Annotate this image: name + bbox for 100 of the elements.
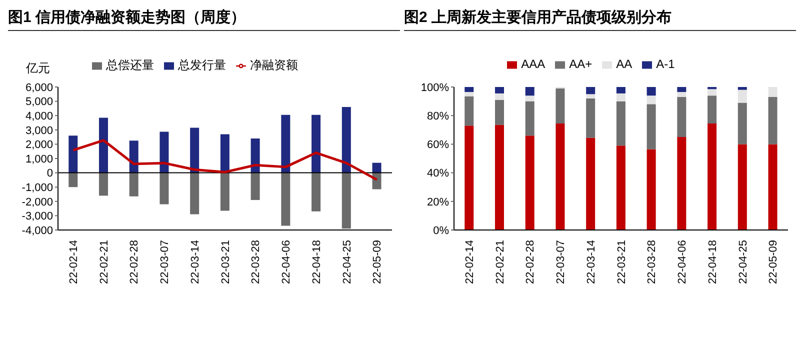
x-tick-label: 22-03-28: [646, 240, 658, 284]
legend-label: 总偿还量: [106, 58, 154, 72]
legend-label: AA+: [569, 57, 592, 71]
bar: [464, 92, 474, 96]
bar: [494, 100, 504, 125]
bar: [677, 137, 686, 230]
y-tick-label: 60%: [426, 139, 450, 152]
x-tick-label: 22-03-14: [189, 240, 202, 284]
bar: [160, 132, 169, 173]
x-tick-label: 22-02-21: [98, 240, 110, 284]
bar: [98, 118, 108, 173]
bar: [768, 97, 778, 144]
bar: [464, 126, 474, 230]
bar: [677, 92, 686, 98]
bar: [160, 172, 169, 204]
bar: [342, 107, 351, 173]
bar: [556, 88, 565, 124]
bar: [738, 87, 747, 90]
bar: [464, 87, 474, 92]
y-tick-label: 3,000: [25, 124, 53, 137]
x-tick-label: 22-03-07: [159, 240, 172, 284]
bar: [768, 144, 778, 230]
bar: [677, 87, 686, 92]
bar: [646, 149, 656, 230]
x-tick-label: 22-02-21: [494, 240, 506, 284]
y-tick-label: 40%: [426, 168, 450, 180]
bar: [616, 146, 626, 230]
x-tick-label: 22-04-06: [676, 240, 689, 284]
legend-label: A-1: [656, 57, 675, 71]
y-tick-label: 0%: [433, 224, 450, 237]
y-tick-label: 20%: [426, 196, 450, 208]
legend-label: 总发行量: [178, 58, 226, 72]
bar: [738, 102, 747, 144]
bar: [586, 138, 596, 230]
bar: [220, 172, 230, 211]
x-tick-label: 22-04-25: [341, 240, 354, 284]
y-tick-label: -1,000: [22, 182, 53, 194]
x-tick-label: 22-03-21: [220, 240, 232, 284]
bar: [250, 172, 260, 200]
y-tick-label: 2,000: [25, 139, 53, 152]
y-tick-label: 80%: [426, 110, 450, 123]
bar: [708, 96, 717, 124]
x-tick-label: 22-02-28: [524, 240, 537, 284]
x-tick-label: 22-02-14: [464, 240, 476, 284]
x-tick-label: 22-04-25: [737, 240, 750, 284]
bar: [586, 98, 596, 138]
bar: [281, 114, 290, 173]
x-tick-label: 22-04-06: [280, 240, 293, 284]
bar: [129, 172, 138, 196]
legend-label: AAA: [521, 57, 546, 71]
bar: [98, 172, 108, 196]
x-tick-label: 22-05-09: [768, 240, 780, 284]
bar: [464, 96, 474, 126]
y-tick-label: -2,000: [22, 196, 53, 208]
bar: [312, 114, 321, 173]
bar: [586, 94, 596, 98]
bar: [646, 87, 656, 96]
bar: [494, 87, 504, 94]
x-tick-label: 22-04-18: [310, 240, 323, 284]
y-axis-title: 亿元: [26, 60, 50, 77]
x-tick-label: 22-03-14: [585, 240, 598, 284]
bar: [494, 93, 504, 100]
bar: [556, 123, 565, 230]
bar: [68, 136, 78, 173]
chart-title: 图2 上周新发主要信用产品债项级别分布: [404, 8, 796, 31]
bar: [616, 101, 626, 146]
bar: [525, 136, 534, 230]
bar: [220, 134, 230, 173]
y-tick-label: 0: [46, 168, 53, 180]
chart-title: 图1 信用债净融资额走势图（周度）: [8, 8, 400, 31]
bar: [190, 172, 200, 214]
y-tick-label: 4,000: [25, 110, 53, 123]
x-tick-label: 22-04-18: [706, 240, 719, 284]
legend-label: 净融资额: [250, 58, 298, 72]
x-tick-label: 22-03-21: [616, 240, 628, 284]
bar: [525, 96, 534, 102]
bar: [708, 89, 717, 96]
bar: [372, 162, 382, 173]
legend-label: AA: [616, 57, 632, 71]
x-tick-label: 22-03-28: [250, 240, 262, 284]
bar: [129, 140, 138, 173]
bar: [677, 97, 686, 138]
y-tick-label: 100%: [420, 82, 450, 94]
bar: [68, 172, 78, 188]
y-tick-label: 5,000: [25, 96, 53, 108]
bar: [586, 87, 596, 94]
line-series: [72, 139, 378, 181]
bar: [281, 172, 290, 226]
bar: [250, 138, 260, 173]
bar: [708, 123, 717, 230]
bar: [616, 93, 626, 102]
x-tick-label: 22-02-28: [128, 240, 141, 284]
bar: [616, 87, 626, 94]
bar: [525, 101, 534, 136]
x-tick-label: 22-05-09: [372, 240, 384, 284]
x-tick-label: 22-03-07: [555, 240, 568, 284]
bar: [312, 172, 321, 212]
bar: [768, 87, 778, 98]
y-tick-label: 6,000: [25, 82, 53, 94]
y-tick-label: -4,000: [22, 224, 53, 237]
